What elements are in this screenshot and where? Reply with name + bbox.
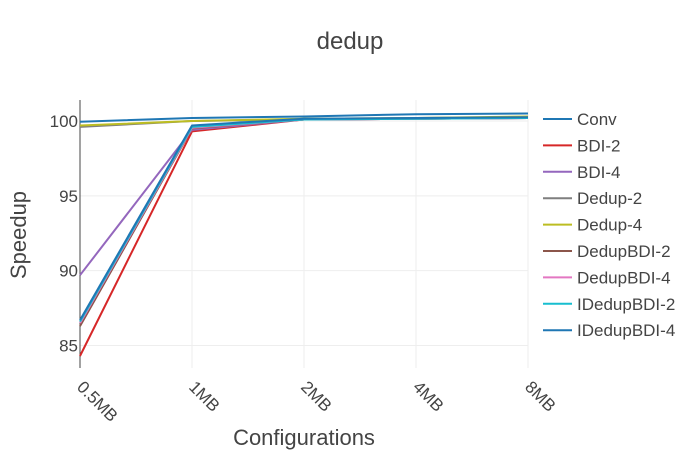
- y-tick-label: 85: [59, 337, 78, 356]
- x-tick-label: 2MB: [297, 377, 335, 415]
- y-tick-label: 90: [59, 262, 78, 281]
- x-tick-label: 8MB: [521, 377, 559, 415]
- legend-label: DedupBDI-2: [577, 242, 671, 261]
- legend-label: Dedup-4: [577, 216, 642, 235]
- legend-item-dedup-2[interactable]: Dedup-2: [543, 189, 642, 208]
- legend-item-dedupbdi-2[interactable]: DedupBDI-2: [543, 242, 671, 261]
- y-tick-label: 95: [59, 187, 78, 206]
- gridlines: [80, 100, 529, 368]
- chart-title: dedup: [317, 28, 384, 55]
- legend-item-conv[interactable]: Conv: [543, 110, 617, 129]
- legend-item-dedupbdi-4[interactable]: DedupBDI-4: [543, 268, 671, 287]
- y-tick-label: 100: [50, 112, 78, 131]
- legend-label: DedupBDI-4: [577, 268, 671, 287]
- x-tick-label: 0.5MB: [73, 377, 121, 425]
- x-tick-label: 4MB: [409, 377, 447, 415]
- legend-label: IDedupBDI-2: [577, 295, 675, 314]
- legend-item-bdi-2[interactable]: BDI-2: [543, 136, 620, 155]
- y-tick-labels: 85 90 95 100: [50, 112, 78, 356]
- legend-item-bdi-4[interactable]: BDI-4: [543, 163, 620, 182]
- legend[interactable]: Conv BDI-2 BDI-4 Dedup-2 Dedup-4 DedupBDI-2 De…: [543, 110, 675, 340]
- legend-label: IDedupBDI-4: [577, 321, 675, 340]
- series-line-idedupbdi-4[interactable]: [79, 116, 529, 321]
- legend-item-idedupbdi-4[interactable]: IDedupBDI-4: [543, 321, 675, 340]
- series-lines: [79, 112, 529, 357]
- legend-item-idedupbdi-2[interactable]: IDedupBDI-2: [543, 295, 675, 314]
- legend-label: BDI-4: [577, 163, 620, 182]
- legend-item-dedup-4[interactable]: Dedup-4: [543, 216, 642, 235]
- legend-label: Conv: [577, 110, 617, 129]
- legend-label: Dedup-2: [577, 189, 642, 208]
- x-tick-label: 1MB: [185, 377, 223, 415]
- x-tick-labels: 0.5MB 1MB 2MB 4MB 8MB: [73, 377, 559, 425]
- x-axis-title: Configurations: [233, 425, 375, 450]
- series-line-conv[interactable]: [79, 112, 529, 123]
- y-axis-title: Speedup: [6, 191, 31, 279]
- legend-label: BDI-2: [577, 136, 620, 155]
